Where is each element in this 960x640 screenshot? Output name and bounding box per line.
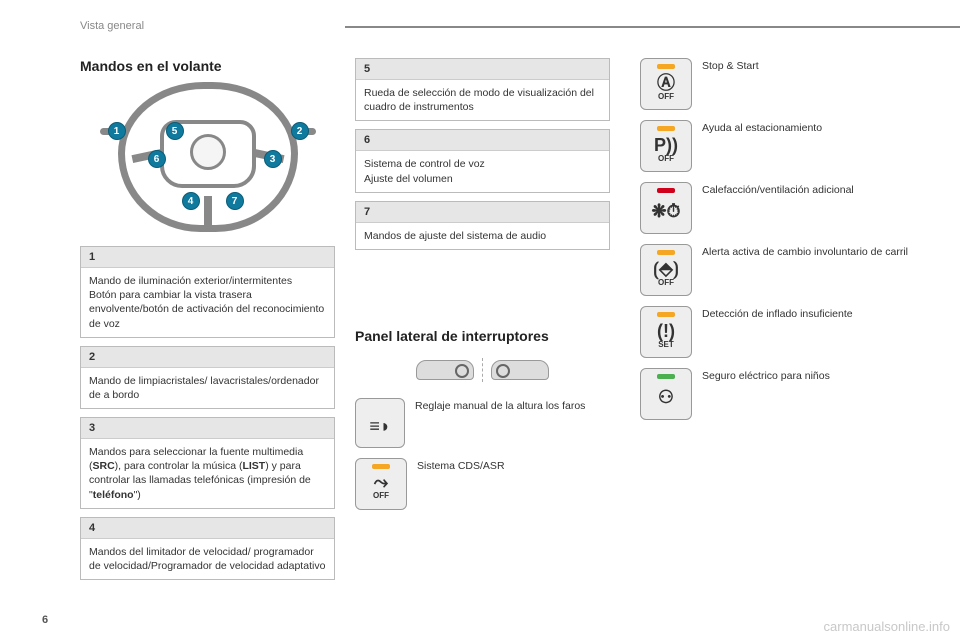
switch-icon: ⤳OFF (355, 458, 407, 510)
watermark: carmanualsonline.info (824, 619, 950, 634)
switch-label: Detección de inflado insuficiente (702, 306, 853, 322)
control-box-number: 5 (356, 59, 609, 80)
control-box-2: 2Mando de limpiacristales/ lavacristales… (80, 346, 335, 409)
switch-label: Calefacción/ventilación adicional (702, 182, 854, 198)
column-right: ⒶOFFStop & StartP))OFFAyuda al estaciona… (640, 58, 930, 430)
switch-label: Stop & Start (702, 58, 759, 74)
switch-label: Seguro eléctrico para niños (702, 368, 830, 384)
control-box-number: 1 (81, 247, 334, 268)
switch-subtext: OFF (658, 92, 674, 101)
control-box-number: 6 (356, 130, 609, 151)
switch-row: ≡◗ Reglaje manual de la altura los faros (355, 398, 610, 448)
steering-wheel-diagram: 1 23 4 56 7 (80, 82, 335, 232)
control-box-1: 1Mando de iluminación exterior/intermite… (80, 246, 335, 338)
control-box-text: Rueda de selección de modo de visualizac… (356, 80, 609, 120)
switch-icon: ≡◗ (355, 398, 405, 448)
switch-glyph: Ⓐ (657, 74, 675, 92)
control-box-number: 7 (356, 202, 609, 223)
wheel-callout-5: 5 (166, 122, 184, 140)
control-box-text: Mando de limpiacristales/ lavacristales/… (81, 368, 334, 408)
header-rule (345, 26, 960, 28)
switch-label: Ayuda al estacionamiento (702, 120, 822, 136)
wheel-callout-2: 2 (291, 122, 309, 140)
switch-row: (!)SET Detección de inflado insuficiente (640, 306, 930, 358)
switch-subtext: OFF (658, 278, 674, 287)
switch-row: P))OFF Ayuda al estacionamiento (640, 120, 930, 172)
switch-row: ⤳OFF Sistema CDS/ASR (355, 458, 610, 510)
switch-glyph: P)) (654, 136, 678, 154)
control-box-text: Mandos para seleccionar la fuente multim… (81, 439, 334, 508)
switch-icon: (!)SET (640, 306, 692, 358)
control-box-5: 5Rueda de selección de modo de visualiza… (355, 58, 610, 121)
mirror-diagram (355, 358, 610, 382)
control-box-text: Mandos de ajuste del sistema de audio (356, 223, 609, 249)
switch-label: Alerta activa de cambio involuntario de … (702, 244, 908, 260)
control-box-6: 6Sistema de control de vozAjuste del vol… (355, 129, 610, 192)
switch-icon: ❋⏱ (640, 182, 692, 234)
switch-row: ⚇ Seguro eléctrico para niños (640, 368, 930, 420)
column-left: 1234567 1Mando de iluminación exterior/i… (80, 82, 335, 588)
wheel-callout-1: 1 (108, 122, 126, 140)
switch-row: ⒶOFF Stop & Start (640, 58, 930, 110)
switch-label: Sistema CDS/ASR (417, 458, 505, 474)
control-box-number: 3 (81, 418, 334, 439)
switch-row: ⟮⬘⟯OFF Alerta activa de cambio involuntar… (640, 244, 930, 296)
main-title: Mandos en el volante (80, 58, 222, 74)
page-number: 6 (42, 614, 48, 626)
switch-subtext: OFF (373, 491, 389, 500)
column-middle: 5Rueda de selección de modo de visualiza… (355, 58, 610, 520)
switch-glyph: (!) (657, 322, 675, 340)
switch-icon: ⟮⬘⟯OFF (640, 244, 692, 296)
control-box-4: 4Mandos del limitador de velocidad/ prog… (80, 517, 335, 580)
switch-subtext: OFF (658, 154, 674, 163)
switch-row: ❋⏱ Calefacción/ventilación adicional (640, 182, 930, 234)
switch-icon: ⚇ (640, 368, 692, 420)
wheel-callout-7: 7 (226, 192, 244, 210)
switch-glyph: ⤳ (374, 473, 388, 491)
control-box-7: 7Mandos de ajuste del sistema de audio (355, 201, 610, 250)
switch-icon: ⒶOFF (640, 58, 692, 110)
control-box-number: 4 (81, 518, 334, 539)
switch-icon: P))OFF (640, 120, 692, 172)
section-label: Vista general (80, 20, 144, 32)
control-box-text: Mando de iluminación exterior/intermiten… (81, 268, 334, 337)
switch-label: Reglaje manual de la altura los faros (415, 398, 585, 414)
control-box-number: 2 (81, 347, 334, 368)
wheel-callout-3: 3 (264, 150, 282, 168)
switch-glyph: ❋⏱ (651, 202, 680, 220)
wheel-callout-6: 6 (148, 150, 166, 168)
panel-title: Panel lateral de interruptores (355, 328, 610, 344)
switch-glyph: ⚇ (658, 388, 674, 406)
control-box-3: 3Mandos para seleccionar la fuente multi… (80, 417, 335, 509)
control-box-text: Mandos del limitador de velocidad/ progr… (81, 539, 334, 579)
switch-subtext: SET (658, 340, 674, 349)
switch-glyph: ≡◗ (369, 417, 390, 435)
switch-glyph: ⟮⬘⟯ (653, 260, 679, 278)
wheel-callout-4: 4 (182, 192, 200, 210)
control-box-text: Sistema de control de vozAjuste del volu… (356, 151, 609, 191)
